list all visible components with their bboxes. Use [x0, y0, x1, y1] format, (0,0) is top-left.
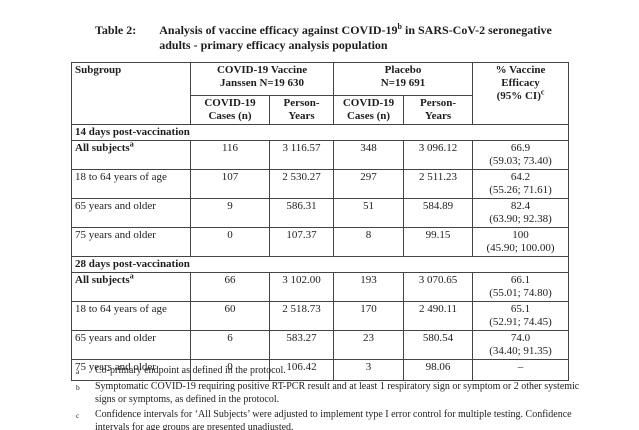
table-row: 75 years and older 0 106.42 3 98.06 –: [71, 359, 570, 381]
cell-vaccine-person-years: 2 530.27: [268, 169, 335, 199]
cell-vaccine-person-years: 583.27: [268, 330, 335, 360]
cell-subgroup: All subjectsa: [71, 140, 191, 170]
footnote-c: c Confidence intervals for ‘All Subjects…: [76, 408, 581, 430]
cell-placebo-cases: 23: [333, 330, 405, 360]
cell-vaccine-cases: 60: [190, 301, 270, 331]
cell-vaccine-efficacy: 65.1 (52.91; 74.45): [472, 301, 570, 331]
footnote-text: Confidence intervals for ‘All Subjects’ …: [95, 409, 572, 430]
header-vaccine-cases: COVID-19 Cases (n): [190, 95, 270, 125]
cell-vaccine-person-years: 107.37: [268, 227, 335, 257]
cell-vaccine-efficacy: 66.9 (59.03; 73.40): [472, 140, 570, 170]
table-title-caption-line2: adults - primary efficacy analysis popul…: [159, 38, 388, 52]
header-vaccine-efficacy: % Vaccine Efficacy (95% CI)c: [472, 62, 570, 125]
cell-placebo-cases: 3: [333, 359, 405, 381]
cell-vaccine-efficacy: 82.4 (63.90; 92.38): [472, 198, 570, 228]
footnote-marker: b: [76, 383, 80, 392]
cell-placebo-cases: 297: [333, 169, 405, 199]
cell-vaccine-cases: 9: [190, 198, 270, 228]
cell-vaccine-efficacy: 64.2 (55.26; 71.61): [472, 169, 570, 199]
title-superscript: b: [397, 22, 402, 31]
table-title: Table 2: Analysis of vaccine efficacy ag…: [95, 23, 552, 53]
cell-vaccine-efficacy: 66.1 (55.01; 74.80): [472, 272, 570, 302]
cell-placebo-person-years: 580.54: [403, 330, 474, 360]
footnote-a: a Co-primary endpoint as defined in the …: [76, 364, 581, 378]
header-vaccine-group: COVID-19 Vaccine Janssen N=19 630: [189, 62, 335, 96]
cell-placebo-cases: 170: [333, 301, 405, 331]
cell-placebo-cases: 8: [333, 227, 405, 257]
cell-placebo-cases: 193: [333, 272, 405, 302]
cell-subgroup: 65 years and older: [71, 330, 191, 360]
header-group-row: Subgroup COVID-19 Vaccine Janssen N=19 6…: [71, 62, 570, 125]
section-label: 14 days post-vaccination: [70, 124, 570, 141]
header-sub-row: COVID-19 Cases (n) Person-Years COVID-19…: [72, 95, 569, 125]
cell-vaccine-cases: 116: [190, 140, 270, 170]
table-row: 65 years and older 9 586.31 51 584.89 82…: [71, 198, 570, 228]
cell-placebo-person-years: 2 490.11: [403, 301, 474, 331]
header-subgroup: Subgroup: [71, 62, 191, 125]
header-placebo-person-years: Person-Years: [403, 95, 474, 125]
cell-vaccine-person-years: 3 102.00: [268, 272, 335, 302]
cell-vaccine-cases: 66: [190, 272, 270, 302]
row-superscript: a: [129, 140, 134, 149]
cell-vaccine-efficacy: –: [472, 359, 570, 381]
footnote-b: b Symptomatic COVID-19 requiring positiv…: [76, 380, 581, 406]
cell-vaccine-efficacy: 100 (45.90; 100.00): [472, 227, 570, 257]
table-title-caption: Analysis of vaccine efficacy against COV…: [159, 23, 552, 53]
efficacy-table: Subgroup COVID-19 Vaccine Janssen N=19 6…: [70, 62, 570, 381]
cell-placebo-person-years: 3 070.65: [403, 272, 474, 302]
table-title-label: Table 2:: [95, 23, 137, 37]
cell-subgroup: All subjectsa: [71, 272, 191, 302]
table-row: 18 to 64 years of age 107 2 530.27 297 2…: [71, 169, 570, 199]
cell-subgroup: 18 to 64 years of age: [71, 169, 191, 199]
header-vaccine-person-years: Person-Years: [268, 95, 335, 125]
cell-vaccine-cases: 6: [190, 330, 270, 360]
footnote-marker: c: [76, 411, 80, 420]
cell-subgroup: 75 years and older: [71, 359, 191, 381]
cell-placebo-person-years: 2 511.23: [403, 169, 474, 199]
cell-placebo-cases: 51: [333, 198, 405, 228]
table-row: All subjectsa 66 3 102.00 193 3 070.65 6…: [71, 272, 570, 302]
header-placebo-cases: COVID-19 Cases (n): [333, 95, 405, 125]
cell-vaccine-person-years: 3 116.57: [268, 140, 335, 170]
cell-vaccine-person-years: 2 518.73: [268, 301, 335, 331]
cell-placebo-cases: 348: [333, 140, 405, 170]
section-row-28-days: 28 days post-vaccination: [70, 256, 570, 273]
table-row: All subjectsa 116 3 116.57 348 3 096.12 …: [71, 140, 570, 170]
cell-vaccine-cases: 0: [190, 359, 270, 381]
cell-vaccine-cases: 107: [190, 169, 270, 199]
row-superscript: a: [129, 272, 134, 281]
table-row: 75 years and older 0 107.37 8 99.15 100(…: [71, 227, 570, 257]
efficacy-superscript: c: [540, 87, 545, 97]
cell-subgroup: 75 years and older: [71, 227, 191, 257]
cell-vaccine-efficacy: 74.0 (34.40; 91.35): [472, 330, 570, 360]
cell-vaccine-cases: 0: [190, 227, 270, 257]
footnote-text: Symptomatic COVID-19 requiring positive …: [95, 381, 580, 405]
footnotes: a Co-primary endpoint as defined in the …: [76, 364, 581, 430]
cell-vaccine-person-years: 586.31: [268, 198, 335, 228]
footnote-text: Co-primary endpoint as defined in the pr…: [95, 365, 286, 376]
table-row: 65 years and older 6 583.27 23 580.54 74…: [71, 330, 570, 360]
cell-placebo-person-years: 584.89: [403, 198, 474, 228]
cell-subgroup: 18 to 64 years of age: [71, 301, 191, 331]
table-row: 18 to 64 years of age 60 2 518.73 170 2 …: [71, 301, 570, 331]
section-row-14-days: 14 days post-vaccination: [70, 124, 570, 141]
cell-subgroup: 65 years and older: [71, 198, 191, 228]
table-title-caption-line1: Analysis of vaccine efficacy against COV…: [159, 22, 552, 38]
cell-placebo-person-years: 99.15: [403, 227, 474, 257]
header-placebo-group: Placebo N=19 691: [333, 62, 474, 96]
footnote-marker: a: [76, 367, 80, 376]
cell-placebo-person-years: 3 096.12: [403, 140, 474, 170]
cell-vaccine-person-years: 106.42: [268, 359, 335, 381]
section-label: 28 days post-vaccination: [70, 256, 570, 273]
